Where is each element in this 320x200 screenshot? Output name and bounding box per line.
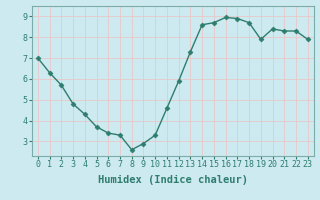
X-axis label: Humidex (Indice chaleur): Humidex (Indice chaleur) [98, 175, 248, 185]
